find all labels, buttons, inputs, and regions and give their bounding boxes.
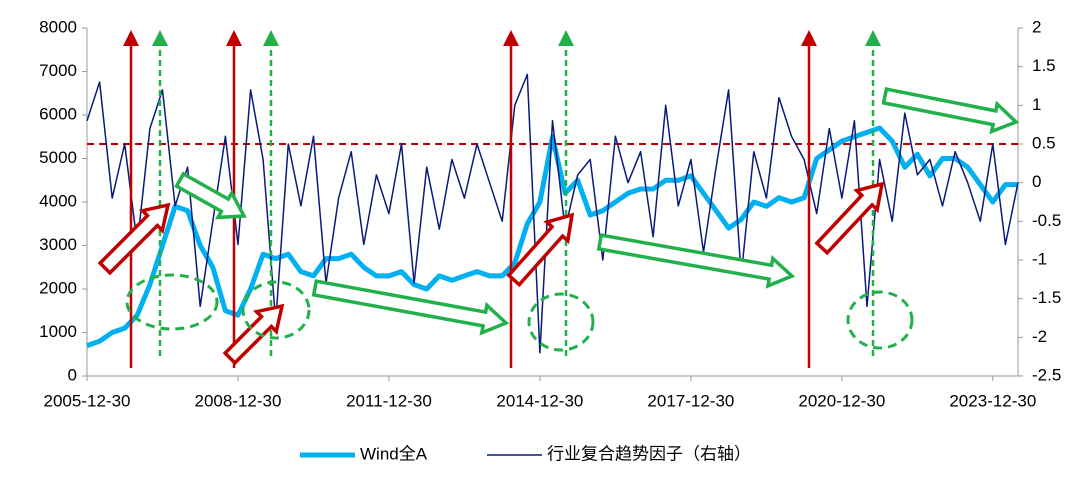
legend-label: Wind全A	[360, 444, 428, 463]
y-tick-label: 0	[68, 365, 77, 384]
trend-arrow	[814, 181, 885, 256]
x-tick-label: 2017-12-30	[647, 391, 734, 410]
signal-arrow-head	[123, 30, 139, 46]
y-tick-label: 8000	[39, 17, 77, 36]
signal-arrow-head	[226, 30, 242, 46]
y2-tick-label: 0.5	[1032, 133, 1056, 152]
y2-tick-label: -0.5	[1032, 211, 1061, 230]
x-tick-label: 2011-12-30	[346, 391, 432, 410]
y2-tick-label: 1	[1032, 95, 1041, 114]
signal-arrow-head	[503, 30, 519, 46]
y-tick-label: 2000	[39, 278, 77, 297]
signal-arrow-head	[558, 30, 574, 46]
trend-arrow	[881, 87, 1020, 135]
y2-tick-label: -1	[1032, 249, 1047, 268]
data-line	[86, 73, 1019, 354]
trend-arrow	[174, 171, 247, 220]
y-tick-label: 3000	[39, 235, 77, 254]
highlight-ellipse	[125, 273, 219, 331]
annotations	[97, 30, 1020, 368]
highlight-ellipse	[527, 292, 595, 352]
y-tick-label: 7000	[39, 61, 77, 80]
x-tick-label: 2005-12-30	[44, 391, 131, 410]
y2-tick-label: 2	[1032, 17, 1041, 36]
x-tick-label: 2008-12-30	[194, 391, 281, 410]
y2-tick-label: -1.5	[1032, 288, 1061, 307]
legend-label: 行业复合趋势因子（右轴）	[547, 444, 751, 463]
y2-tick-label: -2	[1032, 327, 1047, 346]
y-tick-label: 6000	[39, 104, 77, 123]
y2-tick-label: -2.5	[1032, 365, 1061, 384]
signal-arrow-head	[801, 30, 817, 46]
highlight-ellipse	[241, 280, 311, 340]
y-tick-label: 1000	[39, 322, 77, 341]
signal-arrow-head	[865, 30, 881, 46]
x-tick-label: 2020-12-30	[798, 391, 885, 410]
y2-tick-label: 1.5	[1032, 56, 1056, 75]
y2-tick-label: 0	[1032, 172, 1041, 191]
trend-arrow	[311, 279, 510, 336]
signal-arrow-head	[152, 30, 168, 46]
trend-arrow	[222, 303, 285, 366]
highlight-ellipse	[846, 290, 914, 350]
signal-arrow-head	[263, 30, 279, 46]
trend-arrow	[97, 202, 171, 276]
trend-arrow	[596, 233, 796, 289]
x-tick-label: 2014-12-30	[496, 391, 583, 410]
y-tick-label: 4000	[39, 191, 77, 210]
data-line	[86, 125, 1018, 348]
trend-arrow	[506, 212, 575, 288]
y-tick-label: 5000	[39, 148, 77, 167]
x-tick-label: 2023-12-30	[949, 391, 1036, 410]
